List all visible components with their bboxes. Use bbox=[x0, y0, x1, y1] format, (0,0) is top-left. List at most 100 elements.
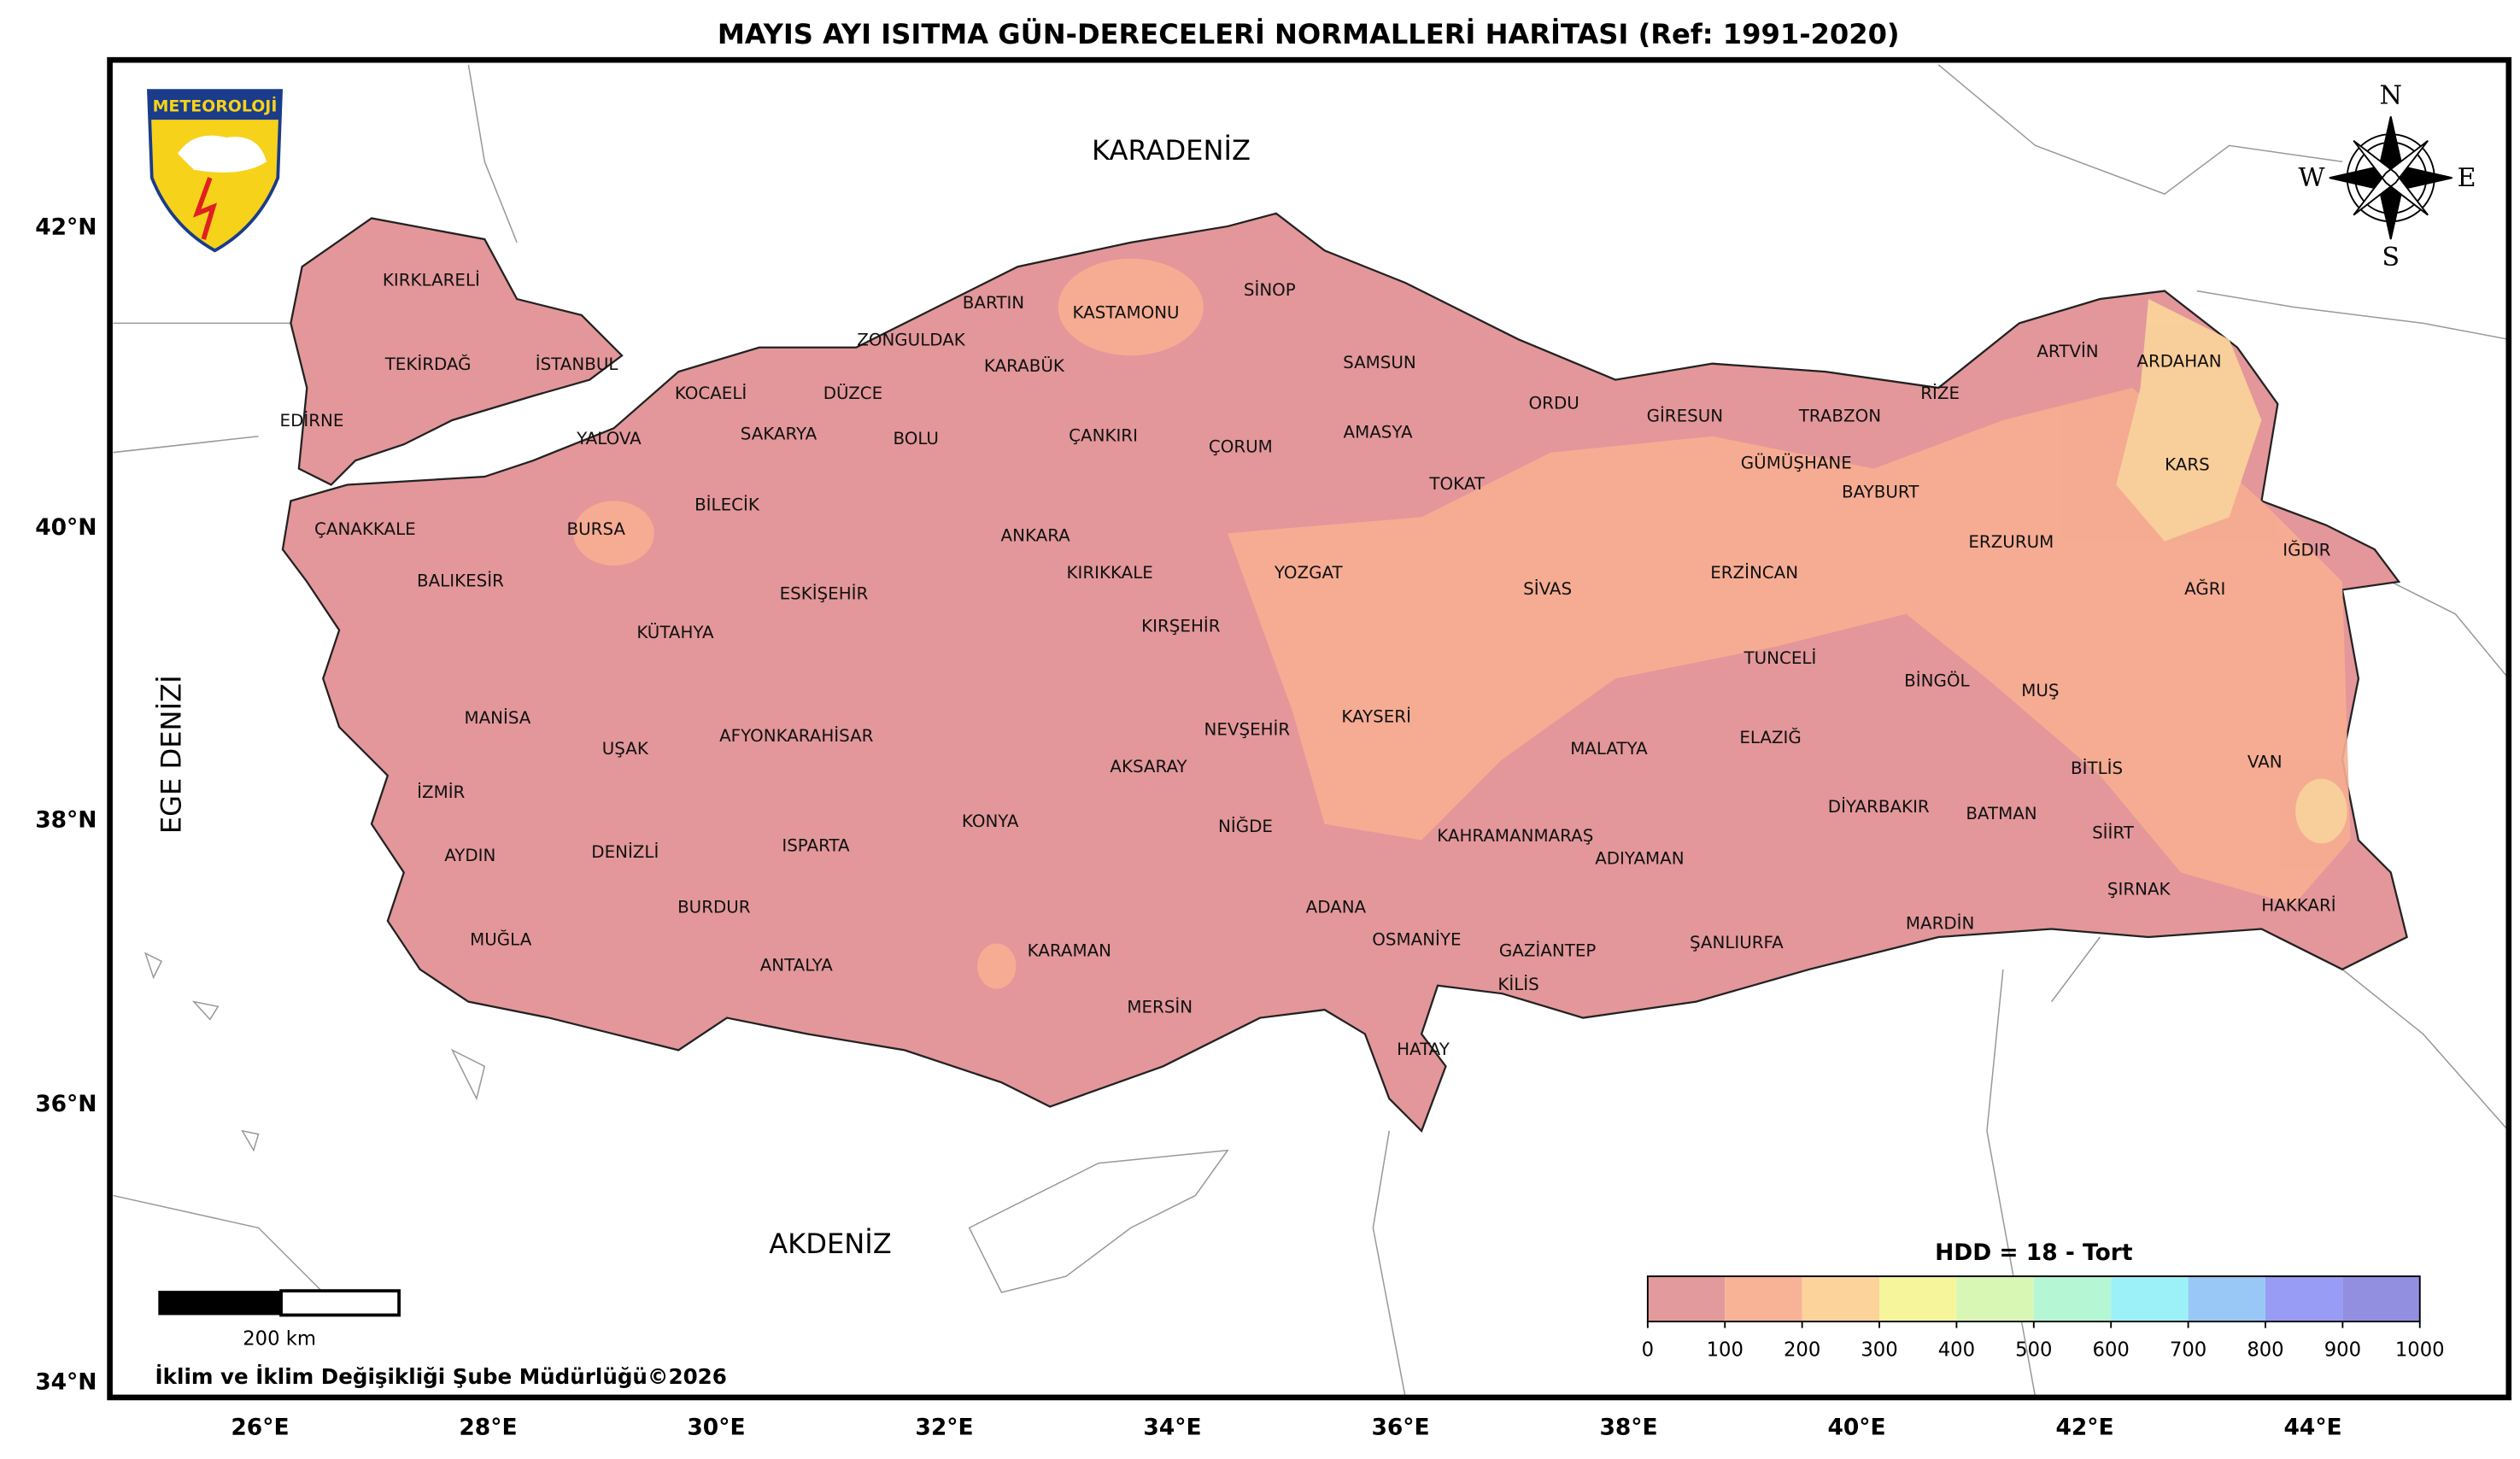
province-label: KARABÜK bbox=[984, 356, 1065, 376]
province-label: NİĞDE bbox=[1218, 816, 1273, 836]
province-label: UŞAK bbox=[602, 739, 649, 759]
province-label: GİRESUN bbox=[1647, 407, 1724, 426]
legend-bin bbox=[1647, 1276, 1726, 1322]
legend-tick-label: 700 bbox=[2170, 1339, 2206, 1362]
province-label: BOLU bbox=[893, 429, 938, 448]
province-label: EDİRNE bbox=[280, 411, 344, 431]
province-label: ÇANKIRI bbox=[1069, 425, 1138, 445]
province-label: DENİZLİ bbox=[591, 842, 659, 862]
province-label: ADIYAMAN bbox=[1595, 849, 1684, 869]
legend-tick-label: 400 bbox=[1938, 1339, 1975, 1362]
province-label: KIRIKKALE bbox=[1066, 563, 1152, 583]
legend-tick-label: 0 bbox=[1642, 1339, 1654, 1362]
credit: İklim ve İklim Değişikliği Şube Müdürlüğ… bbox=[155, 1364, 727, 1389]
province-label: SİVAS bbox=[1523, 579, 1572, 599]
province-label: KIRKLARELİ bbox=[383, 271, 480, 290]
map-title: MAYIS AYI ISITMA GÜN-DERECELERİ NORMALLE… bbox=[718, 18, 1900, 50]
province-label: HAKKARİ bbox=[2261, 896, 2335, 916]
province-label: MALATYA bbox=[1570, 739, 1648, 759]
province-label: KAHRAMANMARAŞ bbox=[1437, 826, 1593, 846]
province-label: TRABZON bbox=[1798, 407, 1881, 426]
province-label: İSTANBUL bbox=[536, 354, 618, 374]
province-label: BAYBURT bbox=[1842, 482, 1919, 501]
legend-bin bbox=[1802, 1276, 1880, 1322]
latitude-label: 36°N bbox=[35, 1091, 97, 1117]
province-label: IĞDIR bbox=[2283, 540, 2330, 560]
longitude-label: 30°E bbox=[687, 1414, 745, 1440]
compass-rose bbox=[2329, 116, 2453, 240]
province-label: KÜTAHYA bbox=[636, 623, 714, 642]
province-label: RİZE bbox=[1920, 384, 1960, 403]
province-label: ERZURUM bbox=[1968, 532, 2054, 552]
province-label: BURSA bbox=[567, 519, 626, 539]
province-label: SAMSUN bbox=[1343, 353, 1416, 372]
province-label: MUŞ bbox=[2021, 681, 2059, 700]
province-label: HATAY bbox=[1397, 1040, 1450, 1059]
province-label: ISPARTA bbox=[782, 836, 850, 856]
legend-bin bbox=[2033, 1276, 2112, 1322]
province-label: KASTAMONU bbox=[1072, 303, 1179, 323]
province-label: SİİRT bbox=[2092, 823, 2135, 842]
legend-tick-label: 200 bbox=[1784, 1339, 1820, 1362]
province-label: ERZİNCAN bbox=[1710, 563, 1798, 583]
longitude-label: 38°E bbox=[1599, 1414, 1657, 1440]
province-label: AĞRI bbox=[2184, 578, 2225, 599]
province-label: DİYARBAKIR bbox=[1828, 797, 1930, 817]
legend-tick-label: 100 bbox=[1707, 1339, 1743, 1362]
province-label: AYDIN bbox=[444, 846, 495, 865]
latitude-label: 34°N bbox=[35, 1368, 97, 1395]
province-label: ESKİŞEHİR bbox=[780, 584, 869, 604]
province-label: GÜMÜŞHANE bbox=[1741, 453, 1852, 472]
province-label: KARAMAN bbox=[1028, 941, 1111, 961]
longitude-label: 34°E bbox=[1143, 1414, 1201, 1440]
legend-tick-label: 900 bbox=[2324, 1339, 2361, 1362]
province-label: BURDUR bbox=[677, 897, 751, 917]
legend-bin bbox=[2265, 1276, 2343, 1322]
legend-bin bbox=[1956, 1276, 2034, 1322]
sea-label: AKDENİZ bbox=[769, 1228, 892, 1260]
longitude-label: 40°E bbox=[1827, 1414, 1885, 1440]
province-label: KAYSERİ bbox=[1341, 706, 1411, 726]
province-label: KIRŞEHİR bbox=[1141, 616, 1221, 636]
province-label: ARTVİN bbox=[2037, 342, 2098, 361]
province-label: ŞANLIURFA bbox=[1690, 933, 1784, 952]
province-label: YALOVA bbox=[576, 429, 642, 448]
province-label: KOCAELİ bbox=[675, 384, 747, 403]
province-label: ANKARA bbox=[1001, 526, 1071, 546]
latitude-label: 38°N bbox=[35, 806, 97, 833]
map-frame bbox=[107, 56, 2512, 1401]
province-label: SAKARYA bbox=[741, 424, 818, 443]
province-label: MERSİN bbox=[1127, 998, 1193, 1017]
latitude-label: 42°N bbox=[35, 214, 97, 240]
province-label: MANİSA bbox=[464, 708, 530, 728]
province-label: ANTALYA bbox=[760, 956, 834, 976]
sea-label: KARADENİZ bbox=[1092, 134, 1251, 167]
province-label: BİNGÖL bbox=[1904, 671, 1969, 691]
province-label: SİNOP bbox=[1244, 280, 1296, 300]
province-label: ELAZIĞ bbox=[1739, 727, 1801, 747]
province-label: MUĞLA bbox=[470, 929, 532, 949]
longitude-label: 44°E bbox=[2283, 1414, 2341, 1440]
legend-bin bbox=[2188, 1276, 2265, 1322]
province-label: GAZİANTEP bbox=[1499, 941, 1596, 961]
legend-tick-label: 500 bbox=[2015, 1339, 2052, 1362]
neighbors bbox=[113, 64, 2510, 1398]
longitude-label: 42°E bbox=[2055, 1414, 2113, 1440]
scale-bar-label: 200 km bbox=[243, 1327, 316, 1350]
longitude-label: 28°E bbox=[459, 1414, 517, 1440]
province-label: NEVŞEHİR bbox=[1204, 719, 1291, 739]
province-label: ORDU bbox=[1529, 393, 1579, 413]
province-label: BATMAN bbox=[1966, 804, 2037, 823]
province-label: BARTIN bbox=[963, 293, 1024, 313]
latitude-label: 40°N bbox=[35, 514, 97, 541]
scale-bar-black bbox=[158, 1291, 282, 1315]
province-label: TOKAT bbox=[1428, 474, 1485, 494]
compass-letter: W bbox=[2299, 163, 2325, 193]
province-label: TEKİRDAĞ bbox=[384, 354, 472, 374]
province-label: AKSARAY bbox=[1110, 757, 1187, 776]
province-label: ÇANAKKALE bbox=[314, 519, 416, 539]
sea-label: EGE DENİZİ bbox=[155, 675, 187, 834]
logo-text: METEOROLOJİ bbox=[153, 96, 278, 116]
